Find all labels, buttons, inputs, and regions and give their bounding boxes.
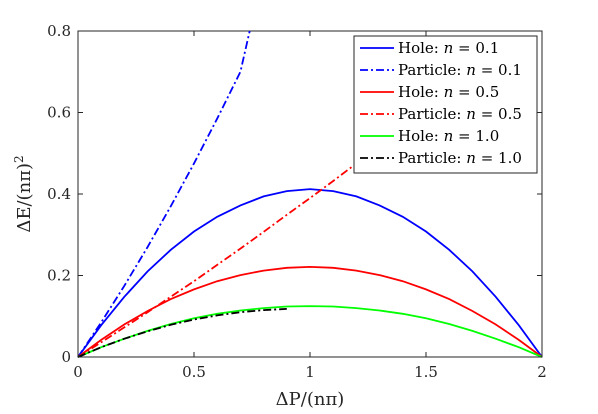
series-line-0	[77, 188, 543, 358]
ticks-layer: 0 0.5 1 1.5 2 0 0.2 0.4 0.6 0.8	[47, 22, 547, 381]
y-axis-label-sup: 2	[12, 155, 26, 163]
y-tick-label-3: 0.6	[47, 104, 71, 122]
y-tick-label-0: 0	[61, 348, 71, 366]
y-tick-label-2: 0.4	[47, 185, 71, 203]
x-axis-label: ΔP/(nπ)	[276, 389, 345, 410]
x-tick-label-1: 0.5	[182, 363, 206, 381]
x-axis-label-text: ΔP/(nπ)	[276, 389, 345, 410]
x-tick-label-4: 2	[537, 363, 547, 381]
y-tick-label-1: 0.2	[47, 267, 71, 285]
y-axis-label-main: ΔE/(nπ)	[14, 163, 35, 233]
series-layer	[77, 30, 543, 358]
legend-label-0: Hole: n = 0.1	[398, 39, 499, 57]
legend-label-5: Particle: n = 1.0	[398, 149, 522, 167]
x-tick-label-0: 0	[73, 363, 83, 381]
legend-box	[353, 35, 538, 174]
y-axis-label: ΔE/(nπ)2	[12, 155, 35, 232]
series-line-5	[77, 308, 287, 358]
series-line-1	[77, 30, 251, 358]
y-tick-label-4: 0.8	[47, 22, 71, 40]
legend-label-1: Particle: n = 0.1	[398, 61, 522, 79]
series-line-3	[77, 162, 357, 358]
legend-label-4: Hole: n = 1.0	[398, 127, 499, 145]
legend-label-2: Hole: n = 0.5	[398, 83, 499, 101]
x-tick-label-3: 1.5	[414, 363, 438, 381]
legend: Hole: n = 0.1 Particle: n = 0.1 Hole: n = …	[353, 35, 538, 174]
legend-label-3: Particle: n = 0.5	[398, 105, 522, 123]
x-tick-label-2: 1	[305, 363, 315, 381]
svg-text:ΔE/(nπ)2: ΔE/(nπ)2	[12, 155, 35, 232]
